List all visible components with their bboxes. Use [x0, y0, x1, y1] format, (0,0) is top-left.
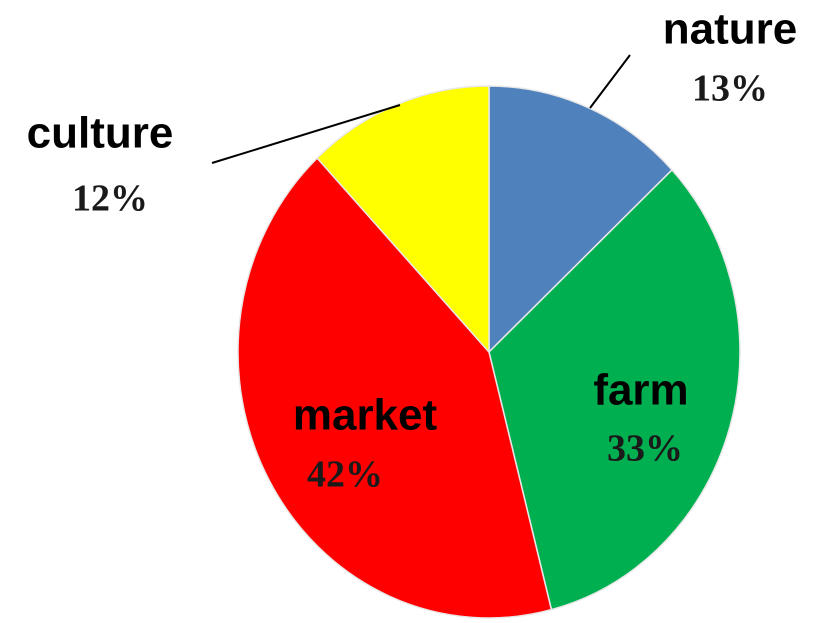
slice-value-label: 33%: [607, 428, 683, 470]
slice-name: market: [293, 391, 438, 440]
pie-slice: [488, 168, 741, 611]
slice-name: nature: [663, 5, 797, 54]
slice-value-label: 13%: [692, 68, 768, 110]
slice-value-label: 42%: [307, 454, 383, 496]
pie-slice: [316, 85, 490, 354]
slice-name: culture: [27, 109, 174, 158]
slice-value-label: 12%: [72, 178, 148, 220]
slice-name: farm: [593, 366, 688, 415]
pie-slice: [237, 157, 553, 619]
leader-line: [211, 104, 401, 164]
leader-line: [589, 54, 631, 109]
pie-slice: [488, 85, 674, 354]
